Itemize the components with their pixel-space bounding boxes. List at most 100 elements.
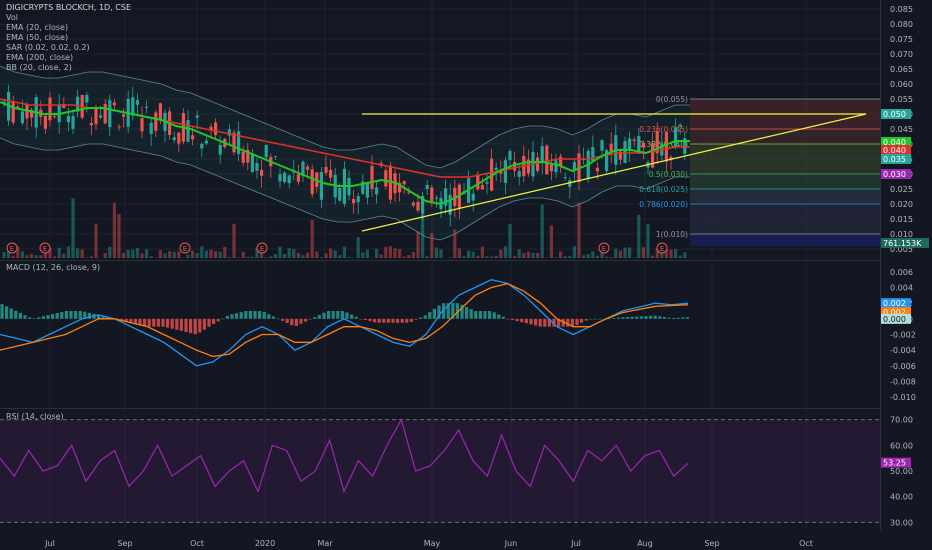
y-tick-label: 0.085 <box>890 5 913 14</box>
volume-bar <box>623 247 627 258</box>
macd-histogram-bar <box>313 317 317 319</box>
indicator-ema50[interactable]: EMA (50, close) <box>6 33 69 42</box>
fib-label: 0.236(0.045) <box>639 125 688 134</box>
indicator-ema20[interactable]: EMA (20, close) <box>6 23 69 32</box>
macd-histogram-bar <box>133 318 137 324</box>
candle-body <box>260 169 264 176</box>
candle-body <box>177 132 181 144</box>
fib-zone <box>690 144 880 174</box>
rsi-legend[interactable]: RSI (14, close) <box>6 412 64 421</box>
candle-body <box>324 166 328 173</box>
macd-histogram-bar <box>612 318 616 319</box>
macd-histogram-bar <box>382 318 386 323</box>
volume-bar <box>89 256 93 258</box>
candle-body <box>172 137 176 141</box>
volume-bar <box>283 254 287 258</box>
macd-histogram-bar <box>28 317 32 319</box>
candle-body <box>430 187 434 202</box>
candle-body <box>287 175 291 184</box>
macd-price-label: 0.002 <box>883 308 906 317</box>
fib-label: 0(0.055) <box>656 95 688 104</box>
volume-bar <box>209 249 213 258</box>
volume-bar <box>430 233 434 258</box>
candle-body <box>609 143 613 153</box>
candle-body <box>209 126 213 130</box>
volume-bar <box>48 247 52 258</box>
candle-body <box>108 100 112 128</box>
macd-histogram-bar <box>193 318 197 335</box>
candle-body <box>241 151 245 163</box>
x-tick-label: Jul <box>570 539 581 548</box>
macd-histogram-bar <box>138 318 142 325</box>
macd-histogram-bar <box>386 318 390 323</box>
candle-body <box>480 184 484 190</box>
macd-histogram-bar <box>225 316 229 319</box>
macd-histogram-bar <box>658 316 662 319</box>
candle-body <box>623 140 627 163</box>
volume-bar <box>361 252 365 258</box>
macd-histogram-bar <box>391 318 395 323</box>
macd-histogram-bar <box>101 316 105 319</box>
macd-histogram-bar <box>267 314 271 319</box>
macd-histogram-bar <box>616 317 620 319</box>
volume-bar <box>655 247 659 258</box>
candle-body <box>301 161 305 177</box>
x-tick-label: 2020 <box>255 539 275 548</box>
macd-histogram-bar <box>621 317 625 319</box>
rsi-band <box>0 419 880 523</box>
volume-bar <box>292 249 296 258</box>
macd-legend[interactable]: MACD (12, 26, close, 9) <box>6 263 101 272</box>
macd-histogram-bar <box>363 318 367 321</box>
indicator-bb[interactable]: BB (20, close, 2) <box>6 63 72 72</box>
bollinger-lower <box>0 137 690 241</box>
macd-histogram-bar <box>423 315 427 319</box>
macd-histogram-bar <box>460 304 464 319</box>
volume-bar <box>365 249 369 258</box>
volume-bar <box>453 229 457 258</box>
macd-histogram-bar <box>501 316 505 319</box>
volume-bar <box>605 256 609 258</box>
volume-bar <box>20 251 24 258</box>
macd-histogram-bar <box>230 314 234 319</box>
volume-bar <box>11 256 15 258</box>
symbol-title[interactable]: DIGICRYPTS BLOCKCH, 1D, CSE <box>6 3 132 12</box>
volume-bar <box>526 251 530 258</box>
candle-body <box>140 118 144 132</box>
volume-bar <box>319 256 323 258</box>
macd-price-label-bg <box>881 307 911 318</box>
volume-bar <box>582 255 586 258</box>
candle-body <box>568 180 572 187</box>
rsi-value-bg <box>881 457 911 468</box>
candle-body <box>365 183 369 198</box>
candle-body <box>135 100 139 105</box>
macd-histogram-bar <box>506 318 510 320</box>
price-label: 0.040 <box>883 138 906 147</box>
macd-histogram-bar <box>639 316 643 319</box>
macd-histogram-bar <box>239 312 243 319</box>
macd-histogram-bar <box>552 318 556 327</box>
volume-bar <box>145 249 149 258</box>
macd-histogram-bar <box>626 317 630 319</box>
volume-bar <box>94 223 98 258</box>
rsi-value-label: 53.25 <box>883 459 906 468</box>
volume-bar <box>126 249 130 258</box>
macd-histogram-bar <box>276 318 280 320</box>
indicator-ema200[interactable]: EMA (200, close) <box>6 53 74 62</box>
y-tick-label: 0.005 <box>890 245 913 254</box>
macd-tick-label: -0.004 <box>890 346 916 355</box>
candle-body <box>186 120 190 142</box>
volume-bar <box>301 255 305 258</box>
volume-bar <box>554 257 558 258</box>
macd-histogram-bar <box>442 303 446 319</box>
macd-histogram-bar <box>469 309 473 319</box>
indicator-vol[interactable]: Vol <box>6 13 18 22</box>
macd-histogram-bar <box>405 318 409 323</box>
volume-bar <box>117 213 121 258</box>
indicator-sar[interactable]: SAR (0.02, 0.02, 0.2) <box>6 43 90 52</box>
macd-histogram-bar <box>271 316 275 319</box>
candle-body <box>384 170 388 187</box>
macd-histogram-bar <box>294 318 298 326</box>
volume-bar <box>80 249 84 258</box>
rsi-tick-label: 50.00 <box>890 467 913 476</box>
